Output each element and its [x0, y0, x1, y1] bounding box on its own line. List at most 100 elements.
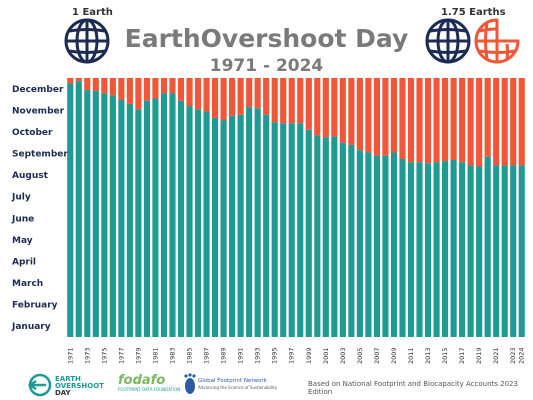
bar-teal-1988 — [212, 117, 219, 337]
bar-orange-2018 — [467, 78, 474, 166]
x-tick-label: 2003 — [339, 347, 347, 364]
bar-orange-2022 — [501, 78, 508, 166]
bar-orange-1976 — [109, 78, 116, 96]
earth-globe-icon — [64, 18, 110, 64]
x-tick-label: 1993 — [254, 347, 262, 364]
partial-globe-icon — [474, 18, 520, 64]
x-tick-label: 2001 — [322, 347, 330, 364]
bar-orange-1996 — [280, 78, 287, 124]
y-tick-label: September — [12, 150, 68, 160]
bar-orange-2014 — [433, 78, 440, 163]
bar-teal-2009 — [390, 152, 398, 337]
bar-teal-1975 — [101, 93, 108, 337]
bar-orange-2009 — [390, 78, 398, 153]
one-earth-label: 1 Earth — [72, 7, 113, 18]
bar-orange-1982 — [160, 78, 168, 94]
y-tick-label: April — [12, 257, 36, 267]
gfn-name: Global Footprint Network — [198, 378, 267, 384]
bar-teal-2013 — [424, 163, 432, 337]
bar-orange-1983 — [169, 78, 176, 94]
x-tick-label: 1981 — [151, 347, 159, 364]
x-axis-labels: 1971 1973 1975 1977 1979 1981 1983 1985 1987 1989… — [66, 347, 525, 364]
y-tick-label: July — [11, 193, 31, 203]
bar-orange-1971 — [67, 78, 74, 84]
x-tick-label: 1991 — [237, 347, 245, 364]
bar-orange-1988 — [212, 78, 219, 118]
bar-teal-1974 — [92, 90, 99, 337]
overshoot-day-logo: EARTH OVERSHOOT DAY — [55, 376, 104, 397]
bar-teal-2016 — [450, 160, 457, 337]
bar-teal-1991 — [237, 114, 244, 337]
bar-teal-1998 — [297, 123, 304, 337]
gfn-footprint-icon — [184, 373, 196, 394]
bar-orange-2007 — [373, 78, 380, 156]
bar-teal-2021 — [493, 165, 500, 337]
bar-orange-2017 — [459, 78, 466, 163]
bar-teal-1992 — [246, 107, 253, 337]
x-tick-label: 1985 — [186, 347, 194, 364]
bar-orange-1972 — [75, 78, 82, 82]
y-tick-label: August — [12, 171, 49, 181]
bar-teal-1999 — [305, 129, 312, 337]
bar-orange-1998 — [297, 78, 304, 124]
gfn-subtitle: Advancing the Science of Sustainability — [198, 385, 278, 390]
bar-teal-1980 — [143, 100, 150, 337]
bar-teal-2000 — [314, 135, 321, 337]
bar-teal-2023 — [510, 165, 517, 337]
bar-teal-1979 — [135, 109, 142, 337]
x-tick-label: 2007 — [373, 347, 381, 364]
bar-teal-1990 — [229, 115, 236, 337]
y-tick-label: December — [12, 85, 64, 95]
bar-orange-1980 — [143, 78, 150, 101]
x-tick-label: 2005 — [356, 347, 364, 364]
earths-needed-label: 1.75 Earths — [441, 7, 506, 18]
bar-orange-2023 — [510, 78, 517, 166]
bar-orange-1979 — [135, 78, 142, 110]
y-tick-label: June — [11, 214, 34, 224]
bar-orange-1991 — [237, 78, 244, 115]
bar-orange-2006 — [365, 78, 372, 153]
y-axis-labels: January February March April May June July Augu… — [11, 85, 68, 332]
x-tick-label: 1977 — [117, 347, 125, 364]
bar-teal-2024 — [518, 165, 525, 337]
logo-line: DAY — [55, 389, 71, 397]
bar-orange-2005 — [356, 78, 363, 151]
overshoot-day-logo-icon — [27, 373, 52, 397]
bar-orange-2011 — [407, 78, 415, 163]
x-tick-label: 1989 — [220, 347, 228, 364]
bar-orange-2013 — [424, 78, 432, 164]
source-note: Based on National Footprint and Biocapac… — [308, 380, 518, 396]
bar-teal-1984 — [177, 100, 185, 337]
bar-teal-1971 — [67, 83, 74, 337]
bar-teal-1987 — [203, 111, 210, 338]
bar-orange-1985 — [186, 78, 193, 107]
bar-orange-2020 — [484, 78, 491, 157]
bar-teal-2018 — [467, 165, 474, 337]
x-tick-label: 2011 — [407, 347, 415, 364]
bar-teal-1994 — [263, 114, 270, 337]
x-tick-label: 1999 — [305, 347, 313, 364]
bar-teal-2017 — [459, 162, 466, 337]
x-tick-label: 2019 — [475, 347, 483, 364]
chart-title: EarthOvershoot Day — [124, 24, 409, 53]
bar-teal-2007 — [373, 155, 380, 337]
earth-globe-icon-right — [425, 18, 471, 64]
x-tick-label: 1979 — [134, 347, 142, 364]
bar-orange-1993 — [254, 78, 261, 109]
logo-line: OVERSHOOT — [55, 382, 104, 390]
bar-teal-1977 — [118, 99, 125, 337]
bar-teal-2012 — [416, 162, 423, 337]
bar-orange-2012 — [416, 78, 423, 163]
fodafo-subtitle: FOOTPRINT DATA FOUNDATION — [118, 387, 181, 392]
y-tick-label: November — [12, 106, 65, 116]
bar-orange-2000 — [314, 78, 321, 136]
x-tick-label: 2017 — [458, 347, 466, 364]
x-tick-label: 2015 — [441, 347, 449, 364]
bar-orange-1973 — [84, 78, 91, 90]
x-tick-label: 2024 — [518, 347, 526, 364]
bar-orange-2001 — [322, 78, 329, 138]
bar-orange-2024 — [518, 78, 525, 166]
x-tick-label: 2021 — [492, 347, 500, 364]
